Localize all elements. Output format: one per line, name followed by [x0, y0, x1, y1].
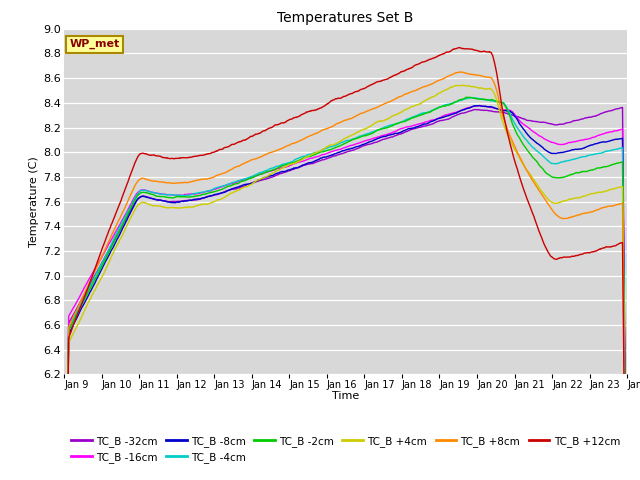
Y-axis label: Temperature (C): Temperature (C)	[29, 156, 39, 247]
Legend: TC_B -32cm, TC_B -16cm, TC_B -8cm, TC_B -4cm, TC_B -2cm, TC_B +4cm, TC_B +8cm, T: TC_B -32cm, TC_B -16cm, TC_B -8cm, TC_B …	[67, 432, 624, 467]
Text: WP_met: WP_met	[70, 39, 120, 49]
Title: Temperatures Set B: Temperatures Set B	[277, 11, 414, 25]
X-axis label: Time: Time	[332, 391, 359, 401]
